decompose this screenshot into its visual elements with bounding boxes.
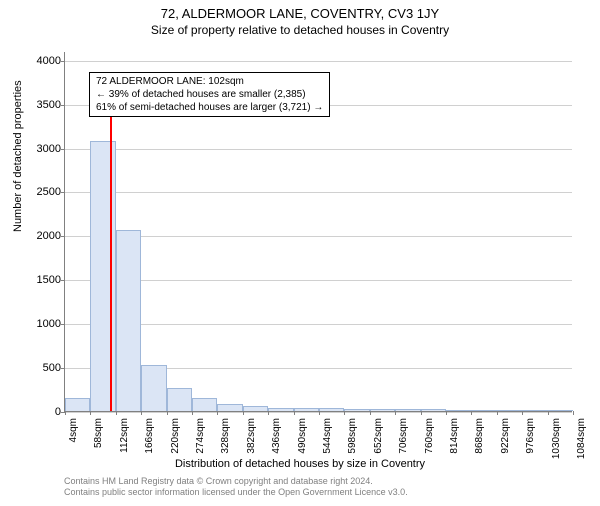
- histogram-bar: [421, 409, 446, 411]
- x-tick-label: 220sqm: [170, 418, 181, 454]
- histogram-bar: [548, 410, 573, 411]
- histogram-bar: [141, 365, 166, 411]
- annotation-line3: 61% of semi-detached houses are larger (…: [96, 101, 323, 114]
- x-axis-title: Distribution of detached houses by size …: [0, 458, 600, 470]
- histogram-bar: [167, 388, 192, 411]
- x-tick-label: 760sqm: [424, 418, 435, 454]
- x-tick-label: 4sqm: [68, 418, 79, 442]
- x-tick-label: 1030sqm: [551, 418, 562, 459]
- x-tick: [522, 411, 523, 415]
- footer-line1: Contains HM Land Registry data © Crown c…: [64, 476, 408, 487]
- y-tick: [61, 236, 65, 237]
- y-tick: [61, 192, 65, 193]
- x-tick: [65, 411, 66, 415]
- x-tick-label: 922sqm: [500, 418, 511, 454]
- y-tick-label: 3000: [21, 143, 61, 155]
- annotation-box: 72 ALDERMOOR LANE: 102sqm← 39% of detach…: [89, 72, 330, 117]
- y-tick-label: 3500: [21, 99, 61, 111]
- property-marker-line: [110, 77, 112, 411]
- y-tick: [61, 61, 65, 62]
- x-tick: [294, 411, 295, 415]
- x-tick: [90, 411, 91, 415]
- histogram-bar: [217, 404, 242, 411]
- x-tick: [497, 411, 498, 415]
- histogram-bar: [192, 398, 217, 411]
- x-tick: [573, 411, 574, 415]
- annotation-line2: ← 39% of detached houses are smaller (2,…: [96, 88, 323, 101]
- x-tick-label: 544sqm: [322, 418, 333, 454]
- chart-subtitle: Size of property relative to detached ho…: [0, 23, 600, 37]
- x-tick-label: 976sqm: [525, 418, 536, 454]
- x-tick: [548, 411, 549, 415]
- x-tick: [217, 411, 218, 415]
- histogram-bar: [65, 398, 90, 411]
- histogram-bar: [116, 230, 141, 411]
- y-tick: [61, 105, 65, 106]
- grid-line: [65, 192, 572, 193]
- y-tick-label: 4000: [21, 55, 61, 67]
- y-tick: [61, 324, 65, 325]
- x-tick-label: 598sqm: [347, 418, 358, 454]
- histogram-bar: [395, 409, 420, 411]
- y-tick: [61, 368, 65, 369]
- plot-area: 050010001500200025003000350040004sqm58sq…: [64, 52, 572, 412]
- x-tick: [344, 411, 345, 415]
- x-tick: [192, 411, 193, 415]
- chart-title: 72, ALDERMOOR LANE, COVENTRY, CV3 1JY: [0, 6, 600, 21]
- y-tick: [61, 149, 65, 150]
- histogram-bar: [243, 406, 268, 411]
- histogram-bar: [268, 408, 293, 412]
- x-tick-label: 382sqm: [246, 418, 257, 454]
- x-tick-label: 814sqm: [449, 418, 460, 454]
- histogram-bar: [446, 410, 471, 411]
- footer-attribution: Contains HM Land Registry data © Crown c…: [64, 476, 408, 499]
- y-tick: [61, 280, 65, 281]
- annotation-line1: 72 ALDERMOOR LANE: 102sqm: [96, 75, 323, 88]
- y-tick-label: 500: [21, 362, 61, 374]
- histogram-bar: [344, 409, 369, 411]
- x-tick-label: 112sqm: [119, 418, 130, 453]
- y-tick-label: 2500: [21, 186, 61, 198]
- x-tick-label: 166sqm: [144, 418, 155, 454]
- x-tick-label: 1084sqm: [576, 418, 587, 459]
- x-tick-label: 274sqm: [195, 418, 206, 454]
- x-tick-label: 490sqm: [297, 418, 308, 454]
- y-tick-label: 1000: [21, 318, 61, 330]
- x-tick: [141, 411, 142, 415]
- x-tick: [167, 411, 168, 415]
- x-tick: [268, 411, 269, 415]
- x-tick: [471, 411, 472, 415]
- y-tick-label: 1500: [21, 274, 61, 286]
- histogram-bar: [471, 410, 496, 411]
- histogram-bar: [370, 409, 395, 411]
- histogram-bar: [522, 410, 547, 411]
- x-tick: [446, 411, 447, 415]
- x-tick: [243, 411, 244, 415]
- footer-line2: Contains public sector information licen…: [64, 487, 408, 498]
- x-tick: [370, 411, 371, 415]
- histogram-bar: [294, 408, 319, 412]
- histogram-bar: [319, 408, 344, 411]
- x-tick: [116, 411, 117, 415]
- y-tick-label: 2000: [21, 230, 61, 242]
- x-tick-label: 436sqm: [271, 418, 282, 454]
- grid-line: [65, 149, 572, 150]
- grid-line: [65, 61, 572, 62]
- y-tick-label: 0: [21, 406, 61, 418]
- x-tick: [319, 411, 320, 415]
- x-tick: [395, 411, 396, 415]
- x-tick-label: 706sqm: [398, 418, 409, 454]
- x-tick: [421, 411, 422, 415]
- x-tick-label: 652sqm: [373, 418, 384, 454]
- x-tick-label: 58sqm: [93, 418, 104, 448]
- histogram-bar: [497, 410, 522, 411]
- x-tick-label: 328sqm: [220, 418, 231, 454]
- x-tick-label: 868sqm: [474, 418, 485, 454]
